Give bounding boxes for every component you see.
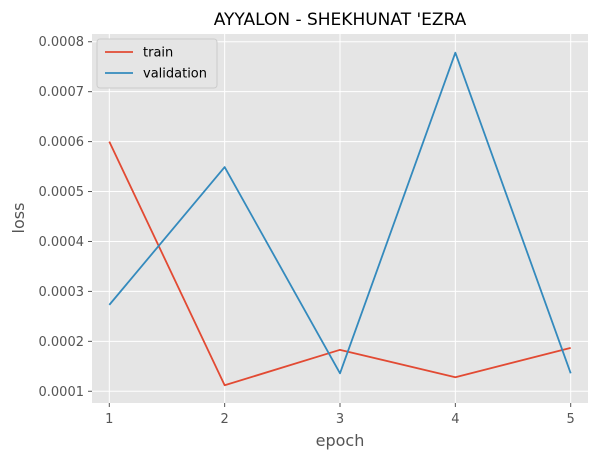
x-axis-label: epoch bbox=[316, 431, 365, 450]
y-tick-label: 0.0008 bbox=[39, 35, 85, 50]
legend-label-train: train bbox=[143, 46, 173, 61]
y-tick-label: 0.0005 bbox=[39, 185, 85, 200]
y-tick-label: 0.0006 bbox=[39, 135, 85, 150]
series-lines bbox=[108, 51, 572, 387]
x-tick-label: 1 bbox=[105, 412, 113, 427]
series-line-train bbox=[108, 141, 571, 387]
y-tick-label: 0.0002 bbox=[39, 335, 85, 350]
y-tick-label: 0.0003 bbox=[39, 285, 85, 300]
y-tick-label: 0.0001 bbox=[39, 385, 85, 400]
legend: train validation bbox=[96, 38, 218, 89]
chart-title: AYYALON - SHEKHUNAT 'EZRA bbox=[214, 10, 467, 30]
x-tick-label: 2 bbox=[221, 412, 229, 427]
axis-ticks: 1 2 3 4 5 0.0001 0.0002 0.0003 0.0004 0.0005 0.000… bbox=[39, 35, 575, 427]
y-axis-label: loss bbox=[9, 203, 28, 234]
x-tick-label: 4 bbox=[451, 412, 459, 427]
series-line-validation bbox=[108, 51, 572, 375]
x-tick-label: 5 bbox=[567, 412, 575, 427]
y-tick-label: 0.0004 bbox=[39, 235, 85, 250]
legend-label-validation: validation bbox=[143, 67, 207, 82]
y-tick-label: 0.0007 bbox=[39, 85, 85, 100]
x-tick-label: 3 bbox=[336, 412, 344, 427]
